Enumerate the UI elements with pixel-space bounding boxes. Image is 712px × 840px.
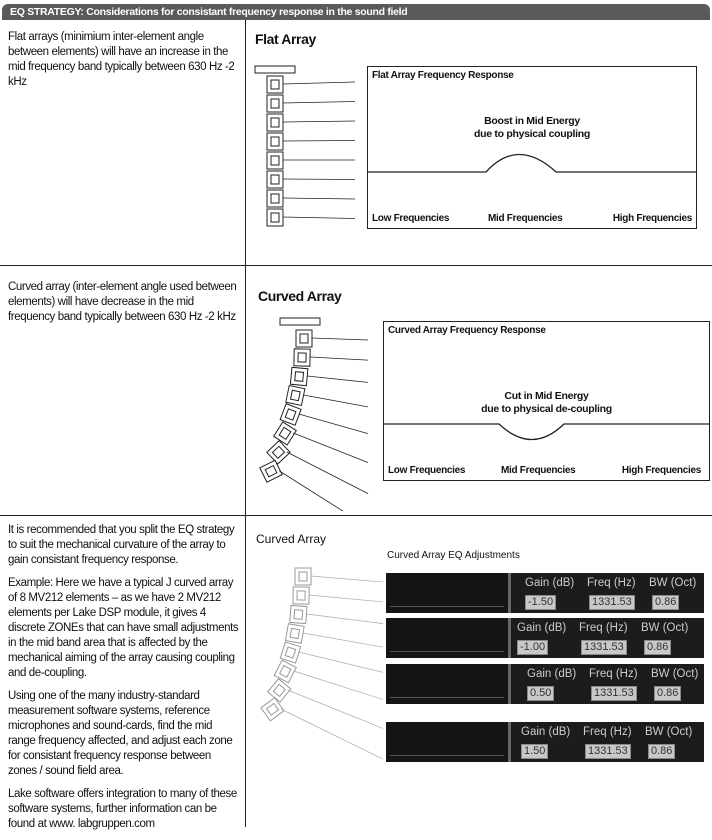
curved-array-description: Curved array (inter-element angle used b… bbox=[8, 281, 237, 323]
axis-label-mid: Mid Frequencies bbox=[501, 465, 576, 476]
speaker-element bbox=[279, 641, 302, 664]
freq-input[interactable]: 1331.53 bbox=[591, 686, 637, 701]
eq-array-title: Curved Array bbox=[256, 532, 327, 546]
speaker-element bbox=[266, 208, 284, 227]
eq-graph bbox=[386, 722, 511, 762]
speaker-element bbox=[294, 567, 312, 586]
flat-response-box: Flat Array Frequency Response Boost in M… bbox=[367, 66, 697, 229]
eq-zone-panel: Gain (dB) Freq (Hz) BW (Oct) -1.00 1331.… bbox=[386, 618, 704, 658]
bw-input[interactable]: 0.86 bbox=[644, 640, 672, 655]
freq-input[interactable]: 1331.53 bbox=[581, 640, 627, 655]
axis-label-high: High Frequencies bbox=[612, 213, 692, 224]
eq-graph bbox=[386, 618, 511, 658]
axis-label-low: Low Frequencies bbox=[388, 465, 466, 476]
speaker-element bbox=[272, 421, 297, 446]
gain-label: Gain (dB) bbox=[517, 622, 567, 634]
gain-input[interactable]: -1.00 bbox=[517, 640, 549, 655]
speaker-element bbox=[273, 659, 297, 684]
speaker-element bbox=[295, 329, 313, 348]
column-divider bbox=[245, 20, 246, 827]
paragraph: Lake software offers integration to many… bbox=[8, 788, 237, 830]
row-divider bbox=[0, 265, 712, 266]
eq-array-diagram bbox=[260, 567, 384, 760]
eq-graph bbox=[386, 573, 511, 613]
freq-input[interactable]: 1331.53 bbox=[585, 744, 631, 759]
bw-label: BW (Oct) bbox=[651, 668, 699, 680]
speaker-element bbox=[284, 623, 305, 644]
annotation: Boost in Mid Energy bbox=[484, 115, 580, 127]
axis-label-high: High Frequencies bbox=[621, 465, 701, 476]
flat-array-diagram bbox=[254, 65, 356, 227]
freq-label: Freq (Hz) bbox=[589, 668, 638, 680]
paragraph: It is recommended that you split the EQ … bbox=[8, 524, 235, 566]
speaker-element bbox=[289, 604, 308, 625]
annotation: Cut in Mid Energy bbox=[504, 390, 589, 402]
speaker-element bbox=[266, 151, 284, 170]
eq-description: It is recommended that you split the EQ … bbox=[8, 523, 240, 840]
gain-label: Gain (dB) bbox=[525, 577, 575, 589]
row-divider bbox=[0, 515, 712, 516]
eq-graph bbox=[386, 664, 511, 704]
speaker-element bbox=[266, 439, 291, 465]
speaker-element bbox=[266, 94, 284, 113]
gain-label: Gain (dB) bbox=[527, 668, 577, 680]
speaker-element bbox=[279, 403, 302, 426]
freq-input[interactable]: 1331.53 bbox=[589, 595, 635, 610]
gain-input[interactable]: 0.50 bbox=[527, 686, 555, 701]
bw-label: BW (Oct) bbox=[649, 577, 697, 589]
response-curve bbox=[368, 153, 696, 173]
gain-input[interactable]: -1.50 bbox=[525, 595, 557, 610]
speaker-element bbox=[266, 75, 284, 94]
section-header: EQ STRATEGY: Considerations for consista… bbox=[2, 4, 710, 20]
paragraph: Example: Here we have a typical J curved… bbox=[8, 577, 239, 679]
axis-label-mid: Mid Frequencies bbox=[488, 213, 563, 224]
bw-input[interactable]: 0.86 bbox=[654, 686, 682, 701]
annotation: due to physical de-coupling bbox=[481, 403, 612, 415]
flat-array-description: Flat arrays (minimium inter-element angl… bbox=[8, 31, 235, 88]
box-title: Flat Array Frequency Response bbox=[372, 70, 514, 81]
eq-subtitle: Curved Array EQ Adjustments bbox=[387, 550, 520, 561]
speaker-element bbox=[266, 132, 284, 151]
speaker-element bbox=[293, 348, 311, 367]
speaker-element bbox=[266, 189, 284, 208]
box-title: Curved Array Frequency Response bbox=[388, 325, 546, 336]
gain-label: Gain (dB) bbox=[521, 726, 571, 738]
bw-label: BW (Oct) bbox=[645, 726, 693, 738]
speaker-element bbox=[266, 113, 284, 132]
axis-label-low: Low Frequencies bbox=[372, 213, 450, 224]
speaker-element bbox=[266, 678, 292, 703]
curved-array-diagram bbox=[259, 317, 369, 511]
eq-zone-panel: Gain (dB) Freq (Hz) BW (Oct) -1.50 1331.… bbox=[386, 573, 704, 613]
curved-array-title: Curved Array bbox=[258, 288, 342, 304]
curved-response-box: Curved Array Frequency Response Cut in M… bbox=[383, 321, 710, 481]
freq-label: Freq (Hz) bbox=[587, 577, 636, 589]
eq-zone-panel: Gain (dB) Freq (Hz) BW (Oct) 0.50 1331.5… bbox=[386, 664, 704, 704]
bw-input[interactable]: 0.86 bbox=[652, 595, 680, 610]
paragraph: Using one of the many industry-standard … bbox=[8, 690, 233, 777]
speaker-element bbox=[289, 366, 309, 387]
bw-input[interactable]: 0.86 bbox=[648, 744, 676, 759]
flat-array-title: Flat Array bbox=[255, 31, 316, 47]
speaker-element bbox=[266, 170, 284, 189]
eq-zone-panel: Gain (dB) Freq (Hz) BW (Oct) 1.50 1331.5… bbox=[386, 722, 704, 762]
annotation: due to physical coupling bbox=[474, 128, 590, 140]
speaker-element bbox=[259, 459, 283, 483]
speaker-element bbox=[292, 586, 310, 605]
speaker-element bbox=[260, 697, 285, 722]
speaker-element bbox=[285, 384, 306, 407]
bw-label: BW (Oct) bbox=[641, 622, 689, 634]
response-curve bbox=[384, 423, 709, 441]
freq-label: Freq (Hz) bbox=[583, 726, 632, 738]
gain-input[interactable]: 1.50 bbox=[521, 744, 549, 759]
freq-label: Freq (Hz) bbox=[579, 622, 628, 634]
